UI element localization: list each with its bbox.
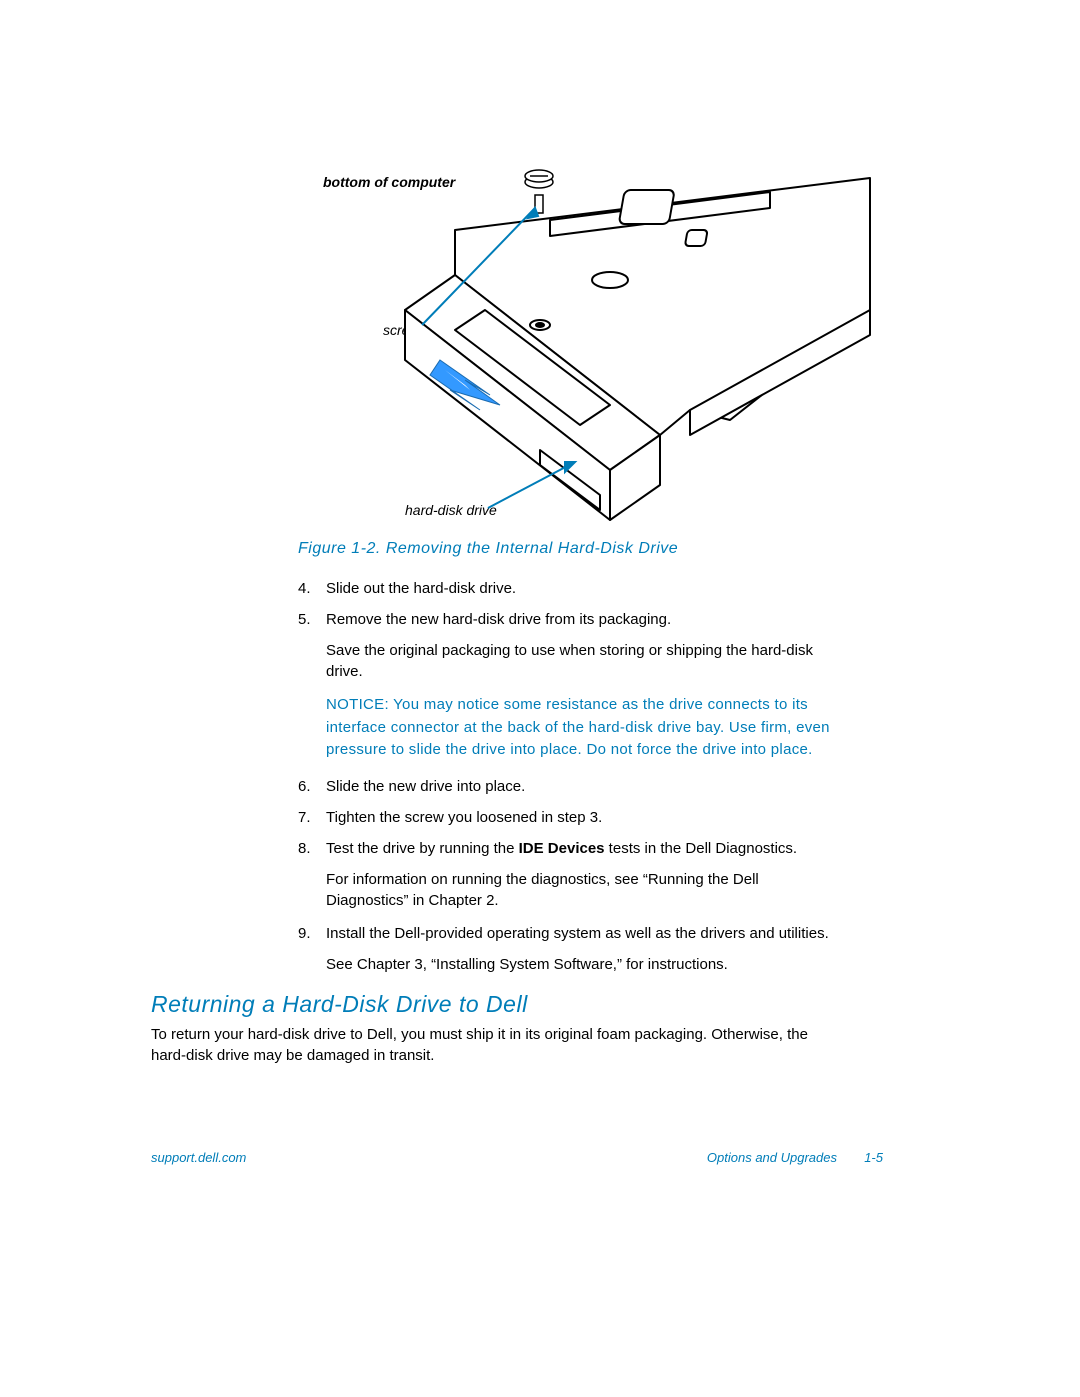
section-body: To return your hard-disk drive to Dell, …: [151, 1024, 838, 1066]
notice-text: NOTICE: You may notice some resistance a…: [326, 694, 838, 762]
step-8-bold: IDE Devices: [519, 840, 605, 857]
step-text: Tighten the screw you loosened in step 3…: [326, 807, 838, 828]
step-8-post: tests in the Dell Diagnostics.: [605, 840, 798, 857]
step-7: 7. Tighten the screw you loosened in ste…: [298, 807, 838, 828]
figure-caption: Figure 1-2. Removing the Internal Hard-D…: [298, 540, 678, 558]
step-4: 4. Slide out the hard-disk drive.: [298, 578, 838, 599]
step-num: 6.: [298, 776, 326, 797]
footer-page-number: 1-5: [864, 1150, 883, 1165]
step-num: 8.: [298, 838, 326, 859]
step-num: 7.: [298, 807, 326, 828]
step-8: 8. Test the drive by running the IDE Dev…: [298, 838, 838, 859]
step-8-sub: For information on running the diagnosti…: [326, 869, 838, 911]
step-text: Install the Dell-provided operating syst…: [326, 923, 838, 944]
step-9: 9. Install the Dell-provided operating s…: [298, 923, 838, 944]
hard-disk-diagram: [350, 160, 890, 530]
step-num: 4.: [298, 578, 326, 599]
footer-section: Options and Upgrades: [707, 1150, 837, 1165]
step-5: 5. Remove the new hard-disk drive from i…: [298, 609, 838, 630]
section-heading: Returning a Hard-Disk Drive to Dell: [151, 991, 528, 1018]
step-text: Slide the new drive into place.: [326, 776, 838, 797]
step-5-sub: Save the original packaging to use when …: [326, 640, 838, 682]
step-text: Slide out the hard-disk drive.: [326, 578, 838, 599]
step-text: Remove the new hard-disk drive from its …: [326, 609, 838, 630]
instruction-list: 4. Slide out the hard-disk drive. 5. Rem…: [298, 578, 838, 987]
step-9-sub: See Chapter 3, “Installing System Softwa…: [326, 954, 838, 975]
footer-url: support.dell.com: [151, 1150, 246, 1165]
step-8-pre: Test the drive by running the: [326, 840, 519, 857]
step-num: 5.: [298, 609, 326, 630]
step-text: Test the drive by running the IDE Device…: [326, 838, 838, 859]
step-num: 9.: [298, 923, 326, 944]
step-6: 6. Slide the new drive into place.: [298, 776, 838, 797]
